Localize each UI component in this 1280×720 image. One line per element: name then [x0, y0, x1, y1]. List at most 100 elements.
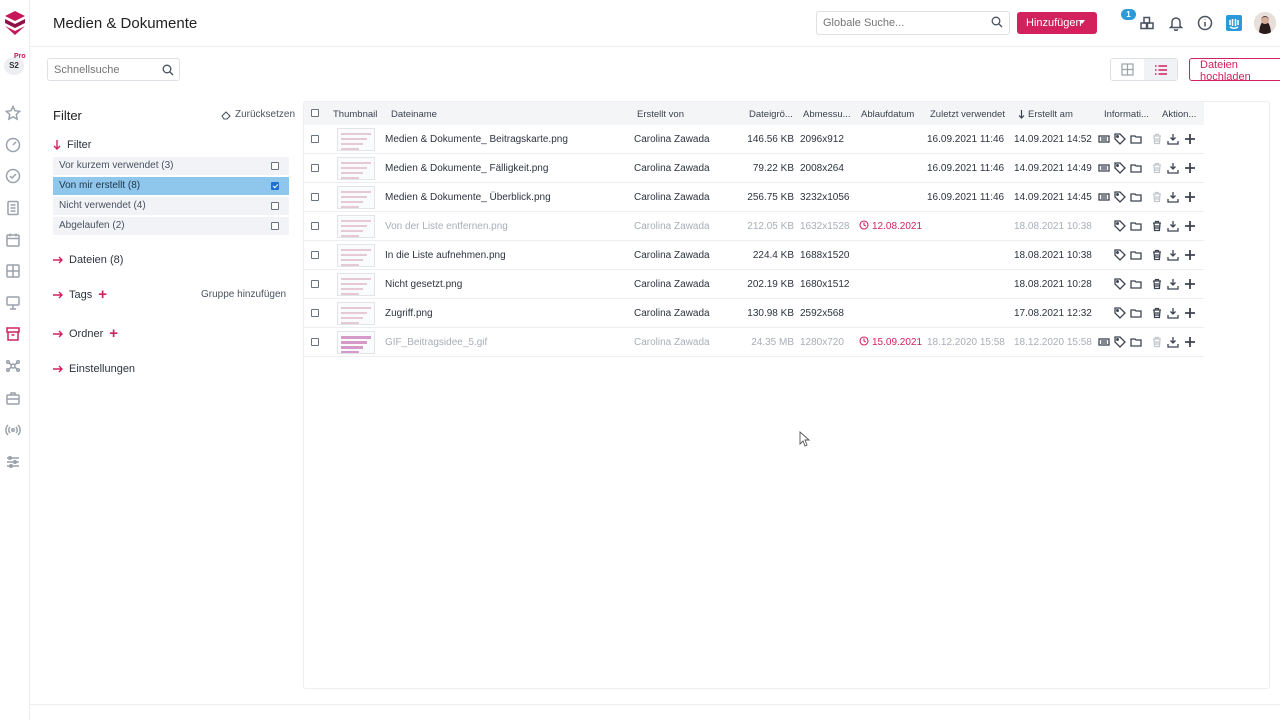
col-created-at[interactable]: Erstellt am	[1018, 109, 1073, 120]
briefcase-icon[interactable]	[5, 390, 21, 406]
workspace-avatar[interactable]: S2	[4, 57, 24, 75]
global-search-input[interactable]	[816, 11, 1010, 35]
add-tag-plus-icon[interactable]: +	[98, 286, 108, 303]
table-row[interactable]: Zugriff.png Carolina Zawada 130.98 KB 2592x…	[304, 299, 1204, 328]
file-name[interactable]: Von der Liste entfernen.png	[385, 221, 508, 232]
download-icon[interactable]	[1167, 307, 1179, 319]
filter-section-toggle[interactable]: Filter	[53, 139, 91, 151]
table-row[interactable]: In die Liste aufnehmen.png Carolina Zawad…	[304, 241, 1204, 270]
boxes-icon[interactable]	[1139, 15, 1155, 31]
table-row[interactable]: GIF_Beitragsidee_5.gif Carolina Zawada 24.…	[304, 328, 1204, 357]
col-filename[interactable]: Dateiname	[391, 109, 437, 120]
table-row[interactable]: Nicht gesetzt.png Carolina Zawada 202.19 K…	[304, 270, 1204, 299]
row-checkbox[interactable]	[311, 309, 319, 317]
bell-icon[interactable]	[1168, 15, 1184, 32]
document-icon[interactable]	[5, 200, 21, 216]
network-icon[interactable]	[5, 358, 21, 374]
row-checkbox[interactable]	[311, 280, 319, 288]
download-icon[interactable]	[1167, 133, 1179, 145]
tags-section-toggle[interactable]: Tags +	[53, 286, 108, 303]
chevron-down-icon[interactable]	[1079, 20, 1085, 24]
folder-icon[interactable]	[1130, 249, 1142, 261]
folder-icon[interactable]	[1130, 336, 1142, 348]
folder-icon[interactable]	[1130, 307, 1142, 319]
folders-section-toggle[interactable]: Ordner +	[53, 325, 119, 342]
sliders-icon[interactable]	[5, 454, 21, 470]
trash-icon[interactable]	[1151, 133, 1163, 145]
plus-icon[interactable]	[1184, 249, 1196, 261]
trash-icon[interactable]	[1151, 191, 1163, 203]
calendar-icon[interactable]	[5, 232, 21, 248]
tag-icon[interactable]	[1114, 336, 1126, 348]
plus-icon[interactable]	[1184, 307, 1196, 319]
file-name[interactable]: Medien & Dokumente_ Überblick.png	[385, 192, 551, 203]
download-icon[interactable]	[1167, 278, 1179, 290]
row-checkbox[interactable]	[311, 164, 319, 172]
table-row[interactable]: Von der Liste entfernen.png Carolina Zawa…	[304, 212, 1204, 241]
add-group-link[interactable]: Gruppe hinzufügen	[201, 289, 287, 300]
file-thumbnail[interactable]	[337, 273, 375, 296]
select-all-checkbox[interactable]	[311, 109, 319, 117]
row-checkbox[interactable]	[311, 193, 319, 201]
table-row[interactable]: Medien & Dokumente_ Überblick.png Carolin…	[304, 183, 1204, 212]
reset-filters-button[interactable]: Zurücksetzen	[221, 109, 295, 120]
col-size[interactable]: Dateigrö...	[749, 109, 793, 120]
add-folder-plus-icon[interactable]: +	[109, 325, 119, 342]
filter-checkbox[interactable]	[271, 182, 279, 190]
folder-icon[interactable]	[1130, 191, 1142, 203]
trash-icon[interactable]	[1151, 307, 1163, 319]
dashboard-gauge-icon[interactable]	[5, 137, 21, 153]
intercom-chat-icon[interactable]	[1226, 15, 1242, 31]
filter-option-unused[interactable]: Nicht verwendet (4)	[53, 197, 289, 215]
folder-icon[interactable]	[1130, 220, 1142, 232]
file-name[interactable]: Nicht gesetzt.png	[385, 279, 463, 290]
tag-icon[interactable]	[1114, 278, 1126, 290]
file-thumbnail[interactable]	[337, 128, 375, 151]
info-icon[interactable]	[1197, 15, 1213, 31]
add-button[interactable]: Hinzufügen	[1017, 12, 1097, 34]
table-row[interactable]: Medien & Dokumente_ Fälligkeit.png Caroli…	[304, 154, 1204, 183]
row-checkbox[interactable]	[311, 222, 319, 230]
download-icon[interactable]	[1167, 220, 1179, 232]
info-icon[interactable]	[1098, 133, 1110, 145]
settings-section-toggle[interactable]: Einstellungen	[53, 363, 135, 375]
filter-checkbox[interactable]	[271, 162, 279, 170]
broadcast-icon[interactable]	[5, 422, 21, 438]
trash-icon[interactable]	[1151, 249, 1163, 261]
trash-icon[interactable]	[1151, 162, 1163, 174]
tag-icon[interactable]	[1114, 249, 1126, 261]
col-dimensions[interactable]: Abmessu...	[803, 109, 851, 120]
file-name[interactable]: Medien & Dokumente_ Beitragskarte.png	[385, 134, 568, 145]
grid-view-icon[interactable]	[1111, 59, 1144, 80]
plus-icon[interactable]	[1184, 336, 1196, 348]
col-last-used[interactable]: Zuletzt verwendet	[930, 109, 1005, 120]
folder-icon[interactable]	[1130, 162, 1142, 174]
upload-files-button[interactable]: Dateien hochladen	[1189, 58, 1280, 83]
row-checkbox[interactable]	[311, 338, 319, 346]
filter-option-recent[interactable]: Vor kurzem verwendet (3)	[53, 157, 289, 175]
file-thumbnail[interactable]	[337, 157, 375, 180]
file-thumbnail[interactable]	[337, 186, 375, 209]
filter-checkbox[interactable]	[271, 202, 279, 210]
file-name[interactable]: GIF_Beitragsidee_5.gif	[385, 337, 488, 348]
user-avatar[interactable]	[1254, 12, 1276, 34]
files-section-toggle[interactable]: Dateien (8)	[53, 254, 123, 266]
check-circle-icon[interactable]	[5, 168, 21, 184]
folder-icon[interactable]	[1130, 133, 1142, 145]
search-icon[interactable]	[162, 64, 174, 76]
file-name[interactable]: Medien & Dokumente_ Fälligkeit.png	[385, 163, 549, 174]
tag-icon[interactable]	[1114, 162, 1126, 174]
tag-icon[interactable]	[1114, 133, 1126, 145]
tag-icon[interactable]	[1114, 307, 1126, 319]
grid-table-icon[interactable]	[5, 263, 21, 279]
filter-option-created-by-me[interactable]: Von mir erstellt (8)	[53, 177, 289, 195]
plus-icon[interactable]	[1184, 133, 1196, 145]
filter-option-expired[interactable]: Abgelaufen (2)	[53, 217, 289, 235]
list-view-icon[interactable]	[1144, 59, 1177, 80]
app-logo[interactable]	[3, 10, 27, 36]
col-created-by[interactable]: Erstellt von	[637, 109, 684, 120]
col-thumbnail[interactable]: Thumbnail	[333, 109, 378, 120]
info-icon[interactable]	[1098, 191, 1110, 203]
folder-icon[interactable]	[1130, 278, 1142, 290]
file-thumbnail[interactable]	[337, 302, 375, 325]
